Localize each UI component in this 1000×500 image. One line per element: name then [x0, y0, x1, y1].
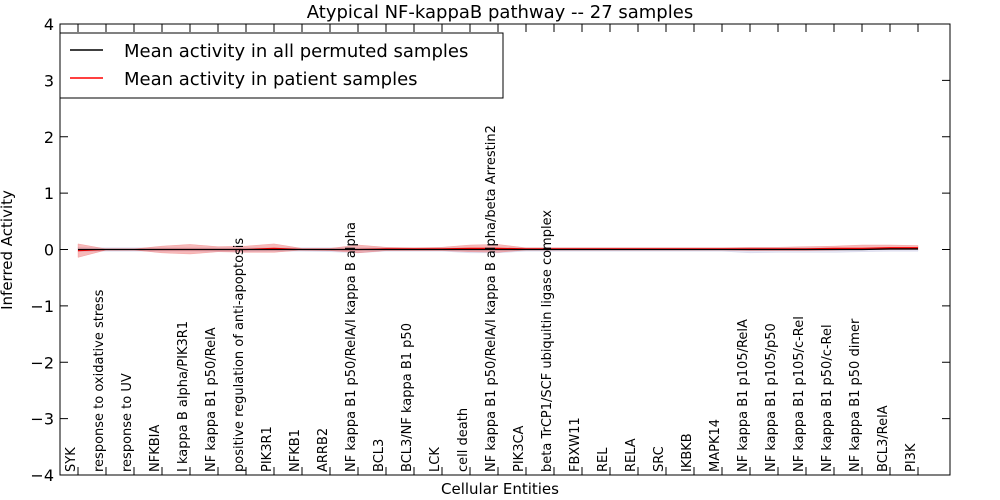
x-tick-label: cell death [456, 408, 471, 472]
y-tick-label: −2 [30, 353, 54, 372]
x-tick-label: PIK3CA [512, 425, 527, 472]
x-tick-label: IKBKB [680, 433, 695, 472]
x-tick-label: beta TrCP1/SCF ubiquitin ligase complex [540, 210, 555, 472]
x-tick-label: response to oxidative stress [92, 289, 107, 472]
x-tick-label: NF kappa B1 p50/RelA [204, 327, 219, 472]
series-lines [77, 247, 918, 252]
x-tick-label: positive regulation of anti-apoptosis [232, 238, 247, 472]
y-axis: −4 −3 −2 −1 0 1 2 3 4 [30, 15, 950, 485]
x-tick-label: BCL3 [372, 439, 387, 472]
legend-label-patient: Mean activity in patient samples [124, 69, 418, 90]
legend-label-permuted: Mean activity in all permuted samples [124, 41, 468, 62]
x-tick-label: NFKBIA [148, 425, 163, 472]
x-tick-label: NF kappa B1 p105/c-Rel [792, 316, 807, 472]
x-tick-label: response to UV [120, 373, 135, 472]
x-tick-label: NF kappa B1 p105/p50 [764, 323, 779, 472]
x-tick-label: NF kappa B1 p50 dimer [848, 318, 863, 472]
x-tick-label: SYK [64, 447, 79, 472]
x-tick-label: FBXW11 [568, 417, 583, 472]
x-axis: SYK response to oxidative stress response … [64, 24, 919, 475]
y-tick-label: 0 [44, 241, 54, 260]
x-tick-label: NFKB1 [288, 429, 303, 472]
y-tick-label: 2 [44, 128, 54, 147]
x-tick-label: BCL3/RelA [876, 405, 891, 472]
x-tick-label: BCL3/NF kappa B1 p50 [400, 323, 415, 472]
y-tick-label: −4 [30, 466, 54, 485]
x-tick-label: LCK [428, 447, 443, 472]
x-tick-label: I kappa B alpha/PIK3R1 [176, 321, 191, 472]
chart-title: Atypical NF-kappaB pathway -- 27 samples [307, 2, 693, 23]
x-axis-label: Cellular Entities [441, 480, 559, 498]
x-tick-label: PI3K [904, 443, 919, 472]
y-axis-label: Inferred Activity [0, 190, 16, 310]
x-tick-label: NF kappa B1 p50/RelA/I kappa B alpha [344, 222, 359, 472]
y-tick-label: 4 [44, 15, 54, 34]
x-tick-label: NF kappa B1 p105/RelA [736, 319, 751, 472]
y-tick-label: −1 [30, 297, 54, 316]
x-tick-label: RELA [624, 438, 639, 472]
x-tick-label: REL [596, 447, 611, 472]
x-tick-label: NF kappa B1 p50/c-Rel [820, 324, 835, 472]
y-tick-label: 1 [44, 184, 54, 203]
x-tick-label: PIK3R1 [260, 426, 275, 472]
x-tick-label: ARRB2 [316, 428, 331, 472]
x-tick-label: NF kappa B1 p50/RelA/I kappa B alpha/bet… [484, 125, 499, 472]
y-tick-label: 3 [44, 71, 54, 90]
x-tick-label: MAPK14 [708, 419, 723, 472]
legend-box [59, 32, 504, 99]
y-tick-label: −3 [30, 410, 54, 429]
legend: Mean activity in all permuted samples Me… [59, 32, 504, 99]
x-tick-label: SRC [652, 446, 667, 472]
series-line-0 [78, 248, 918, 251]
